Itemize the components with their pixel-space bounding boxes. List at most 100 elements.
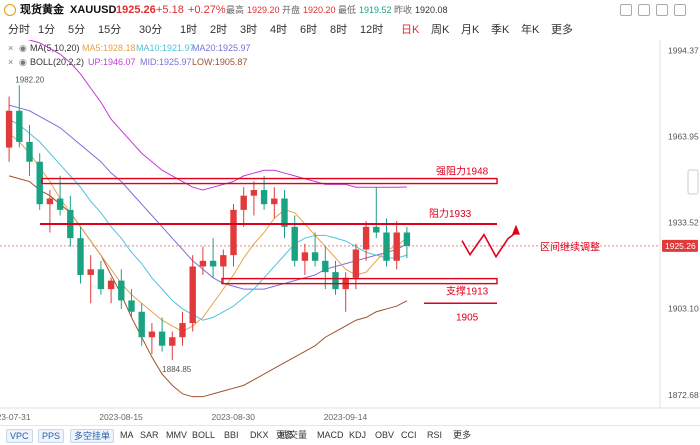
sub-indicator-0[interactable]: 成交量 (280, 430, 308, 440)
current-price-badge-label: 1925.26 (665, 241, 696, 251)
sub-indicator-2[interactable]: KDJ (349, 430, 367, 440)
main-indicator-2[interactable]: MMV (166, 430, 187, 440)
footer-button-1[interactable]: PPS (38, 429, 65, 443)
timeframe-tab-12[interactable]: 日K (401, 24, 420, 36)
footer-button-2[interactable]: 多空挂单 (70, 429, 115, 443)
layout-icon[interactable] (656, 4, 668, 16)
timeframe-tab-6[interactable]: 2时 (210, 24, 228, 36)
timeframe-tab-9[interactable]: 6时 (300, 24, 318, 36)
ma5-line (8, 133, 408, 333)
timeframe-tab-17[interactable]: 更多 (551, 24, 573, 36)
candle-body-20 (209, 260, 217, 267)
ma10-line (8, 118, 408, 321)
strong-resistance-box (41, 177, 498, 185)
price-change-pct: +0.27% (188, 4, 226, 16)
candle-body-10 (107, 280, 115, 290)
symbol-title: 现货黄金 (20, 4, 64, 16)
y-tick-label-3: 1903.10 (668, 304, 699, 314)
main-indicator-1[interactable]: SAR (140, 430, 159, 440)
timeframe-tab-4[interactable]: 30分 (139, 24, 163, 36)
main-indicator-6[interactable]: 更多 (276, 430, 295, 440)
timeframe-tab-5[interactable]: 1时 (180, 24, 198, 36)
candle-body-22 (230, 209, 237, 256)
candle-body-3 (36, 161, 43, 205)
boll-up-line (27, 40, 407, 191)
boll-legend-close-icon[interactable]: × (8, 57, 14, 67)
sub-indicator-6[interactable]: 更多 (453, 430, 472, 440)
timeframe-tab-7[interactable]: 3时 (240, 24, 258, 36)
candle-body-35 (362, 226, 370, 250)
main-indicator-5[interactable]: DKX (250, 430, 269, 440)
candle-body-28 (291, 226, 298, 261)
candle-body-18 (189, 266, 196, 324)
main-indicator-0[interactable]: MA (120, 430, 134, 440)
y-tick-label-4: 1872.68 (668, 390, 699, 400)
candle-body-29 (301, 252, 309, 261)
sub-indicator-1[interactable]: MACD (317, 430, 344, 440)
x-tick-label-2: 2023-08-30 (212, 412, 256, 422)
support-label: 支撑1913 (446, 285, 489, 298)
max-price-label: 1982.20 (15, 75, 44, 84)
candle-body-5 (56, 198, 64, 210)
timeframe-tab-13[interactable]: 周K (431, 24, 450, 36)
candle-body-30 (311, 252, 319, 261)
timeframe-tab-0[interactable]: 分时 (8, 24, 30, 36)
chart-header: 现货黄金 XAUUSD 1925.26 +5.18 +0.27% 最高 1929… (0, 0, 700, 40)
range-adjust-label: 区间继续调整 (540, 241, 600, 254)
timeframe-tab-1[interactable]: 1分 (38, 24, 56, 36)
strong-resistance-label: 强阻力1948 (436, 165, 489, 178)
boll-legend: × ◉ BOLL(20,2,2) UP:1946.07 MID:1925.97 … (0, 56, 300, 69)
candle-body-16 (169, 337, 176, 346)
candle-body-8 (87, 269, 94, 275)
candle-body-7 (77, 238, 84, 275)
low-value: 1919.52 (359, 5, 392, 15)
ma-legend: × ◉ MA(5,10,20) MA5:1928.18 MA10:1921.97… (0, 42, 300, 55)
candlestick-chart[interactable]: 1994.37 1963.95 1933.52 1903.10 1872.68 2023-… (0, 40, 700, 425)
timeframe-tab-15[interactable]: 季K (491, 24, 510, 36)
high-label: 最高 (226, 5, 245, 15)
candle-body-32 (332, 272, 339, 290)
ma-legend-label: MA(5,10,20) (30, 43, 80, 53)
boll-legend-eye-icon[interactable]: ◉ (19, 57, 27, 67)
timeframe-tab-10[interactable]: 8时 (330, 24, 348, 36)
candle-body-14 (148, 331, 156, 338)
sub-indicator-4[interactable]: CCI (401, 430, 417, 440)
chart-scroll-handle[interactable] (687, 169, 699, 195)
ma5-legend: MA5:1928.18 (82, 43, 136, 53)
forecast-zigzag (461, 232, 517, 259)
timeframe-tab-2[interactable]: 5分 (68, 24, 86, 36)
boll-up-legend: UP:1946.07 (88, 57, 136, 67)
sub-indicator-3[interactable]: OBV (375, 430, 395, 440)
candle-body-39 (403, 232, 411, 246)
current-price: 1925.26 (116, 4, 156, 16)
candle-body-37 (383, 232, 390, 261)
timeframe-tab-8[interactable]: 4时 (270, 24, 288, 36)
footer-button-0[interactable]: VPC (6, 429, 33, 443)
indicator-toolbar: VPC PPS 多空挂单 MA SAR MMV BOLL BBI DKX 更多 成交量 MACD KDJ… (0, 425, 700, 445)
sub-indicator-5[interactable]: RSI (427, 430, 443, 440)
timeframe-tab-14[interactable]: 月K (461, 24, 480, 36)
high-value: 1929.20 (247, 5, 280, 15)
candle-body-15 (158, 331, 166, 346)
prev-close-value: 1920.08 (415, 5, 448, 15)
candle-body-9 (97, 269, 105, 290)
ma20-line (8, 104, 408, 290)
ma10-legend: MA10:1921.97 (136, 43, 195, 53)
candle-body-12 (128, 300, 135, 312)
ma-legend-close-icon[interactable]: × (8, 43, 14, 53)
main-indicator-4[interactable]: BBI (224, 430, 239, 440)
x-tick-label-1: 2023-08-15 (99, 412, 143, 422)
main-indicator-3[interactable]: BOLL (192, 430, 216, 440)
timeframe-tab-16[interactable]: 年K (521, 24, 540, 36)
draw-tool-icon[interactable] (638, 4, 650, 16)
fullscreen-icon[interactable] (674, 4, 686, 16)
timeframe-tab-11[interactable]: 12时 (360, 24, 384, 36)
timeframe-tab-3[interactable]: 15分 (98, 24, 122, 36)
back-icon[interactable] (4, 4, 16, 16)
open-value: 1920.20 (303, 5, 336, 15)
candle-body-38 (393, 232, 400, 261)
indicator-settings-icon[interactable] (620, 4, 632, 16)
ma-legend-eye-icon[interactable]: ◉ (19, 43, 27, 53)
y-tick-label-2: 1933.52 (668, 218, 699, 228)
candle-body-31 (322, 260, 329, 273)
